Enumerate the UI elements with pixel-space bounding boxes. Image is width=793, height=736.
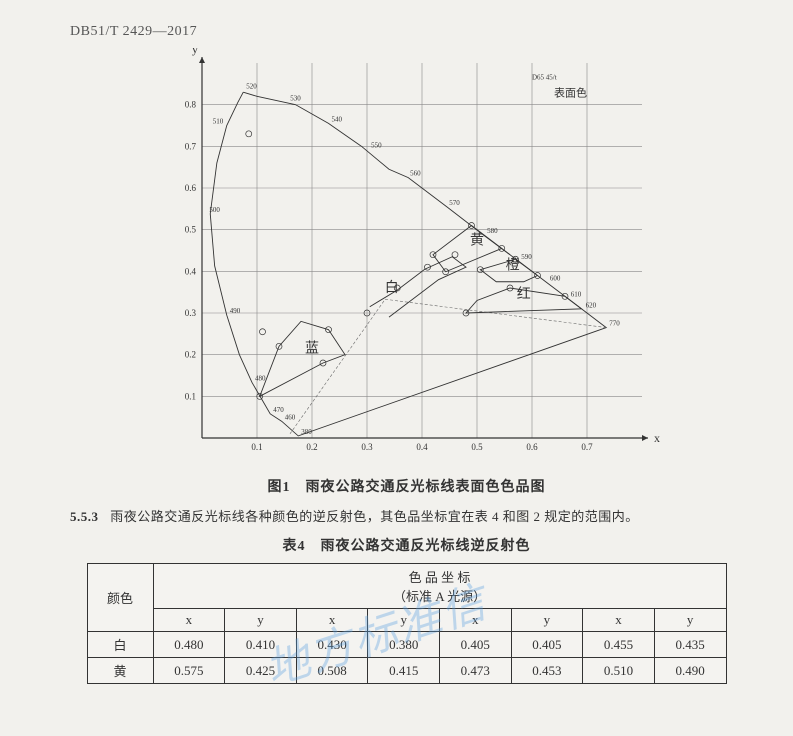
table-cell: 0.430: [296, 632, 368, 658]
svg-text:0.6: 0.6: [526, 442, 538, 452]
table-sub-header: x: [583, 609, 655, 632]
svg-text:490: 490: [229, 307, 240, 315]
svg-text:x: x: [654, 431, 660, 445]
table-cell: 0.415: [368, 658, 440, 684]
figure-caption: 图1 雨夜公路交通反光标线表面色色品图: [70, 476, 743, 496]
svg-text:600: 600: [549, 275, 560, 283]
svg-text:550: 550: [371, 142, 382, 150]
table-sub-header: y: [368, 609, 440, 632]
table-cell: 0.508: [296, 658, 368, 684]
svg-text:530: 530: [290, 95, 301, 103]
page: DB51/T 2429—2017 xy0.10.20.30.40.50.60.7…: [0, 0, 793, 736]
table-cell: 0.480: [153, 632, 225, 658]
table-sub-header: x: [296, 609, 368, 632]
svg-text:黄: 黄: [470, 231, 484, 248]
svg-text:0.4: 0.4: [416, 442, 428, 452]
svg-text:0.1: 0.1: [184, 391, 195, 401]
svg-text:0.7: 0.7: [581, 442, 593, 452]
svg-text:520: 520: [246, 83, 257, 91]
clause-number: 5.5.3: [70, 509, 99, 524]
row-color-name: 黄: [87, 658, 153, 684]
table-header-top: 色 品 坐 标 （标准 A 光源）: [153, 564, 726, 609]
svg-text:540: 540: [331, 115, 342, 123]
chart-svg: x y 0.1 0.2 0.3 0.4 0.5 0.6 0.7 0.1 0.2 0.3 0.4 0.5 0.…: [152, 48, 662, 468]
table-sub-header: x: [440, 609, 512, 632]
table-cell: 0.575: [153, 658, 225, 684]
svg-text:0.2: 0.2: [306, 442, 317, 452]
retroreflective-color-table: 颜色 色 品 坐 标 （标准 A 光源） xyxyxyxy 白0.4800.41…: [87, 563, 727, 684]
table-cell: 0.490: [654, 658, 726, 684]
svg-text:0.7: 0.7: [184, 141, 196, 151]
table-cell: 0.405: [511, 632, 583, 658]
svg-text:0.3: 0.3: [184, 308, 196, 318]
svg-text:0.2: 0.2: [184, 350, 195, 360]
table-cell: 0.410: [225, 632, 297, 658]
svg-text:500: 500: [209, 206, 220, 214]
table-cell: 0.453: [511, 658, 583, 684]
clause-body: 雨夜公路交通反光标线各种颜色的逆反射色，其色品坐标宜在表 4 和图 2 规定的范…: [110, 509, 639, 524]
svg-text:0.8: 0.8: [184, 100, 196, 110]
svg-text:620: 620: [585, 302, 596, 310]
table-cell: 0.510: [583, 658, 655, 684]
table-header-top-text: 色 品 坐 标: [160, 567, 720, 586]
svg-text:470: 470: [273, 406, 284, 414]
table-caption: 表4 雨夜公路交通反光标线逆反射色: [70, 535, 743, 555]
table-sub-header: y: [654, 609, 726, 632]
table-sub-header: y: [511, 609, 583, 632]
table-row: 黄0.5750.4250.5080.4150.4730.4530.5100.49…: [87, 658, 726, 684]
svg-text:0.1: 0.1: [251, 442, 262, 452]
svg-text:0.3: 0.3: [361, 442, 373, 452]
svg-text:560: 560: [410, 170, 421, 178]
table-cell: 0.473: [440, 658, 512, 684]
svg-text:红: 红: [516, 286, 530, 302]
svg-text:D65 45/t: D65 45/t: [532, 74, 557, 82]
table-header-sub-text: （标准 A 光源）: [160, 586, 720, 605]
svg-text:蓝: 蓝: [305, 341, 319, 357]
svg-text:0.4: 0.4: [184, 266, 196, 276]
row-color-name: 白: [87, 632, 153, 658]
table-cell: 0.455: [583, 632, 655, 658]
table-cell: 0.405: [440, 632, 512, 658]
svg-text:表面色: 表面色: [554, 85, 587, 99]
svg-text:480: 480: [255, 375, 266, 383]
svg-text:0.5: 0.5: [184, 225, 196, 235]
svg-text:白: 白: [384, 280, 398, 296]
table-row: 白0.4800.4100.4300.3800.4050.4050.4550.43…: [87, 632, 726, 658]
document-number: DB51/T 2429—2017: [70, 24, 743, 40]
svg-text:570: 570: [449, 199, 460, 207]
chromaticity-chart: x y 0.1 0.2 0.3 0.4 0.5 0.6 0.7 0.1 0.2 0.3 0.4 0.5 0.…: [152, 48, 662, 468]
svg-text:380: 380: [301, 428, 312, 436]
svg-text:0.5: 0.5: [471, 442, 483, 452]
svg-text:510: 510: [212, 118, 223, 126]
svg-text:590: 590: [521, 253, 532, 261]
svg-text:610: 610: [570, 290, 581, 298]
table-header-color: 颜色: [87, 564, 153, 632]
svg-text:y: y: [192, 48, 198, 56]
table-cell: 0.380: [368, 632, 440, 658]
table-cell: 0.425: [225, 658, 297, 684]
table-sub-header: y: [225, 609, 297, 632]
svg-text:0.6: 0.6: [184, 183, 196, 193]
table-cell: 0.435: [654, 632, 726, 658]
table-sub-header: x: [153, 609, 225, 632]
clause-text: 5.5.3 雨夜公路交通反光标线各种颜色的逆反射色，其色品坐标宜在表 4 和图 …: [70, 506, 743, 525]
svg-text:460: 460: [284, 413, 295, 421]
svg-text:770: 770: [609, 320, 620, 328]
svg-text:580: 580: [487, 227, 498, 235]
